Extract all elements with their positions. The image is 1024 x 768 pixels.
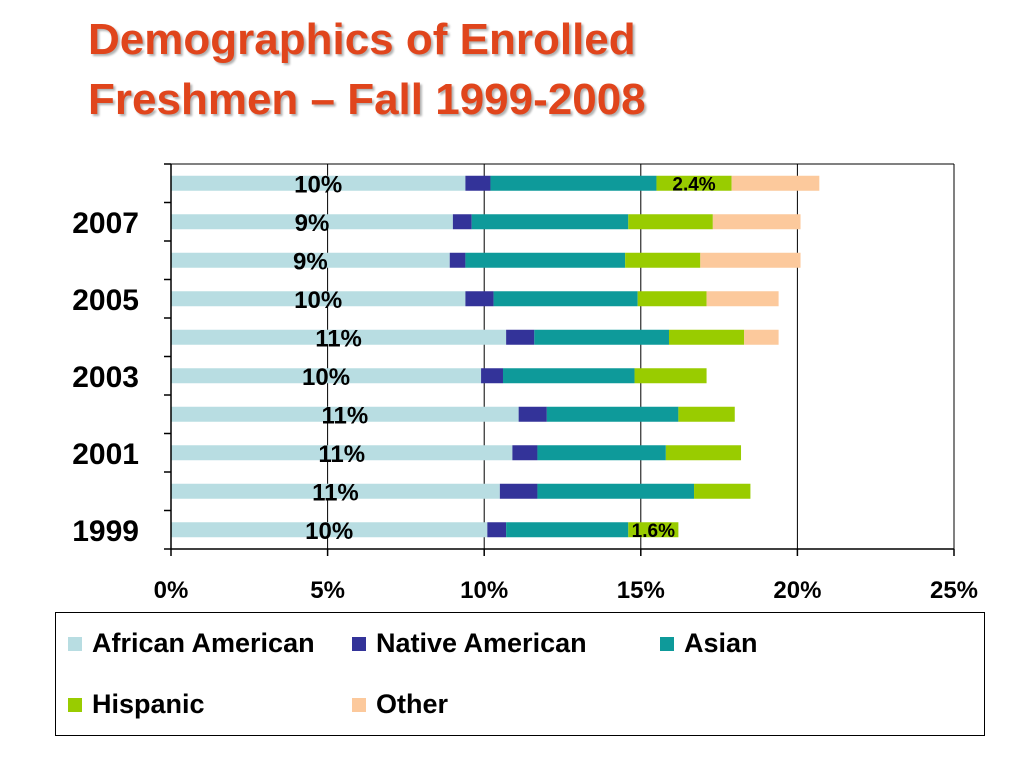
bar-segment [465,291,494,307]
bar-segment [512,445,538,461]
bar-segment [465,175,491,191]
bar-segment [471,214,629,230]
y-tick-label: 2001 [72,438,139,471]
bar-segment [712,214,801,230]
legend-swatch [352,697,366,712]
data-label: 2.4% [672,174,715,195]
x-tick-label: 25% [930,577,978,604]
bar-segment [634,368,707,384]
data-label: 9% [295,210,330,237]
bar-segment [452,214,472,230]
bar-segment [171,291,466,307]
bar-segment [506,522,629,538]
legend-swatch [68,636,82,651]
bar-segment [171,406,519,422]
bar-segment [706,291,779,307]
legend-label: Native American [376,628,587,658]
bar-segment [656,175,732,191]
bar-segment [481,368,503,384]
data-label: 11% [321,402,368,429]
bar-segment [171,175,466,191]
title-line-1: Demographics of Enrolled [88,15,636,64]
bar-segment [171,214,453,230]
chart-title: Demographics of Enrolled Freshmen – Fall… [88,10,646,130]
bar-segment [700,252,801,268]
bar-segment [537,445,666,461]
bar-segment [171,252,450,268]
x-tick-label: 5% [310,577,345,604]
x-tick-label: 0% [154,577,189,604]
bar-segment [499,483,538,499]
legend-swatch [660,636,674,651]
bar-segment [534,329,669,345]
legend-label: African American [92,628,315,658]
data-label: 11% [312,479,359,506]
bar-segment [678,406,735,422]
data-label: 10% [305,518,353,545]
data-label: 10% [294,171,342,198]
bar-segment [668,329,745,345]
legend-label: Other [376,689,449,719]
bar-segment [506,329,535,345]
bar-segment [625,252,701,268]
bar-segment [171,329,507,345]
legend-item: Native American [352,628,587,659]
bar-segment [628,214,713,230]
y-tick-label: 2003 [72,361,139,394]
data-label: 10% [302,364,350,391]
legend-item: Hispanic [68,689,205,720]
bar-segment [546,406,679,422]
x-tick-label: 15% [617,577,665,604]
bar-segment [171,368,482,384]
bar-segment [731,175,820,191]
stacked-bar-chart: 0% 5% 10% 15% 20% 25% 10% 11% 11% 11% 10% 11% 10% 9% 9… [72,163,978,604]
bar-segment [637,291,707,307]
data-label: 10% [294,287,342,314]
y-tick-label: 2005 [72,284,139,317]
y-tick-label: 2007 [72,207,139,240]
bar-segment [537,483,695,499]
bar-segment [490,175,657,191]
chart-legend: African American Native American Asian Hisp… [55,612,985,736]
legend-item: African American [68,628,315,659]
data-label: 9% [293,248,328,275]
bar-segment [487,522,507,538]
bar-segment [465,252,626,268]
bar-segment [665,445,742,461]
bar-segment [449,252,466,268]
legend-swatch [352,636,366,651]
bar-segment [502,368,635,384]
bar-segment [694,483,751,499]
bar-segment [171,445,513,461]
bar-segment [518,406,547,422]
data-label: 1.6% [632,521,675,542]
x-tick-label: 20% [773,577,821,604]
bar-segment [628,522,679,538]
y-tick-label: 1999 [72,515,139,548]
bar-segment [493,291,638,307]
bar-segment [171,522,488,538]
legend-label: Hispanic [92,689,205,719]
bar-segment [744,329,779,345]
x-tick-label: 10% [460,577,508,604]
bar-segment [171,483,500,499]
legend-item: Asian [660,628,758,659]
data-label: 11% [318,441,365,468]
title-line-2: Freshmen – Fall 1999-2008 [88,75,646,124]
data-label: 11% [315,325,362,352]
legend-item: Other [352,689,448,720]
legend-swatch [68,697,82,712]
legend-label: Asian [684,628,758,658]
